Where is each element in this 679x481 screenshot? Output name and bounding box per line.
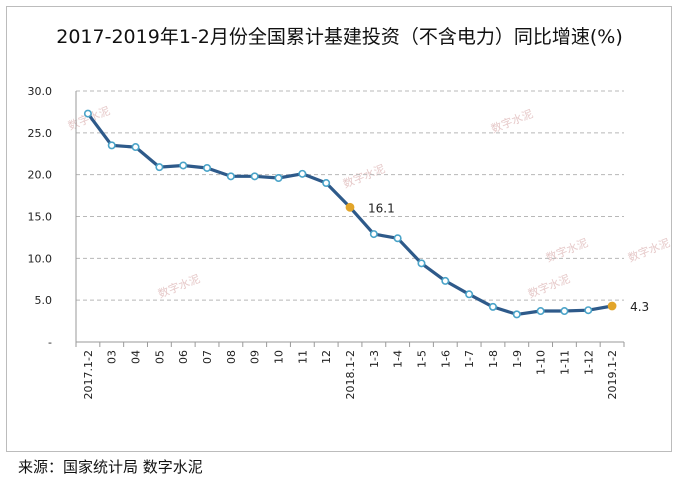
data-point <box>203 163 212 172</box>
x-tick-label: 1-3 <box>368 350 381 368</box>
data-point <box>560 307 569 316</box>
y-tick-label: 20.0 <box>28 169 53 182</box>
y-tick-label: - <box>48 336 52 349</box>
x-tick-label: 05 <box>153 350 166 364</box>
x-tick-label: 2019.1-2 <box>606 350 619 399</box>
x-tick-label: 1-8 <box>487 350 500 368</box>
watermark-text: 数字水泥 <box>544 235 590 264</box>
x-tick-label: 1-9 <box>511 350 524 368</box>
data-point <box>465 290 474 299</box>
x-tick-label: 1-6 <box>439 350 452 368</box>
x-tick-label: 1-12 <box>582 350 595 375</box>
x-tick-label: 06 <box>177 350 190 364</box>
watermark-text: 数字水泥 <box>66 103 112 132</box>
data-point <box>488 302 497 311</box>
data-point <box>250 172 259 181</box>
x-tick-label: 1-4 <box>392 350 405 368</box>
x-tick-label: 10 <box>273 350 286 364</box>
y-tick-label: 10.0 <box>28 252 53 265</box>
chart-title: 2017-2019年1-2月份全国累计基建投资（不含电力）同比增速(%) <box>56 26 623 48</box>
data-label: 4.3 <box>630 300 649 314</box>
x-tick-label: 12 <box>320 350 333 364</box>
x-tick-label: 1-11 <box>558 350 571 375</box>
data-point <box>345 202 355 212</box>
data-point <box>131 143 140 152</box>
data-point <box>584 306 593 315</box>
data-point <box>298 169 307 178</box>
y-tick-label: 5.0 <box>35 294 53 307</box>
y-tick-label: 15.0 <box>28 211 53 224</box>
chart-frame <box>6 6 672 452</box>
data-label: 16.1 <box>368 201 395 215</box>
watermark-text: 数字水泥 <box>156 271 202 300</box>
x-tick-label: 09 <box>249 350 262 364</box>
data-point <box>417 259 426 268</box>
y-tick-label: 25.0 <box>28 127 53 140</box>
data-point <box>512 310 521 319</box>
x-tick-label: 03 <box>106 350 119 364</box>
x-tick-label: 07 <box>201 350 214 364</box>
x-tick-label: 1-5 <box>415 350 428 368</box>
data-point <box>369 230 378 239</box>
watermark-text: 数字水泥 <box>489 106 535 135</box>
watermark-text: 数字水泥 <box>526 271 572 300</box>
x-tick-label: 2017.1-2 <box>82 350 95 399</box>
data-point <box>155 163 164 172</box>
data-point <box>441 276 450 285</box>
data-point <box>607 301 617 311</box>
data-point <box>83 109 92 118</box>
data-point <box>322 179 331 188</box>
data-point <box>107 141 116 150</box>
x-tick-label: 08 <box>225 350 238 364</box>
source-text: 来源：国家统计局 数字水泥 <box>18 458 203 476</box>
data-point <box>393 234 402 243</box>
data-point <box>536 307 545 316</box>
data-point <box>179 161 188 170</box>
x-tick-label: 1-10 <box>535 350 548 375</box>
x-tick-label: 2018.1-2 <box>344 350 357 399</box>
data-point <box>274 174 283 183</box>
x-tick-label: 11 <box>296 350 309 364</box>
data-point <box>226 172 235 181</box>
x-tick-label: 1-7 <box>463 350 476 368</box>
x-tick-label: 04 <box>130 350 143 364</box>
watermark-text: 数字水泥 <box>341 161 387 190</box>
watermark-text: 数字水泥 <box>626 235 672 264</box>
y-tick-label: 30.0 <box>28 85 53 98</box>
